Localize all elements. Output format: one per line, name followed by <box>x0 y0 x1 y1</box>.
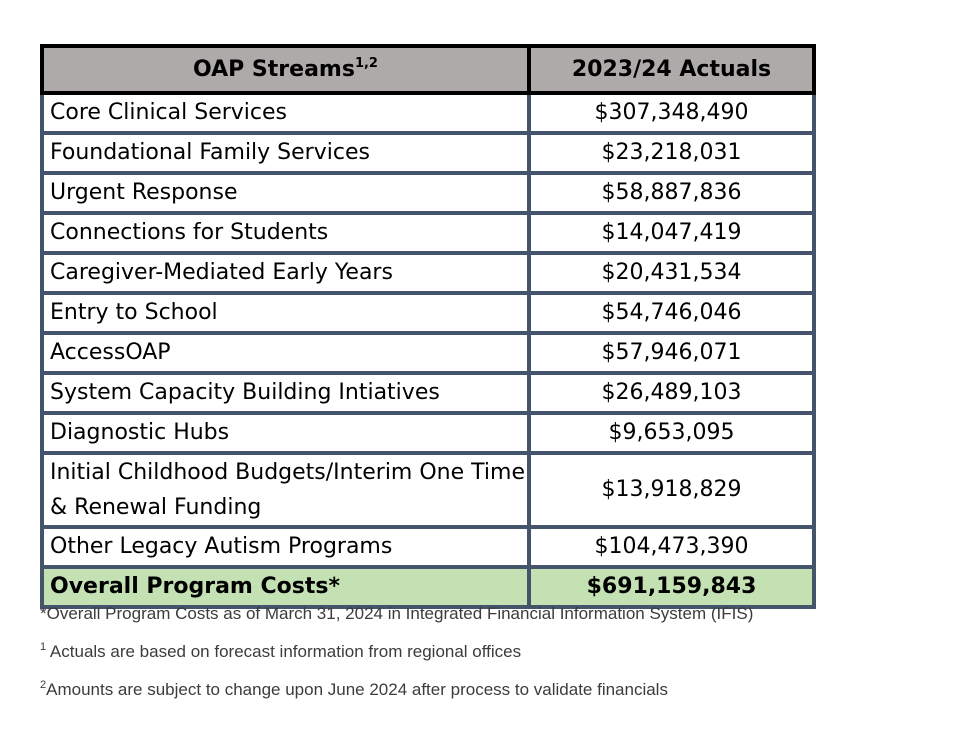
row-label: Connections for Students <box>40 211 531 255</box>
row-value: $23,218,031 <box>527 131 816 175</box>
oap-costs-table: OAP Streams1,2 2023/24 Actuals Core Clin… <box>40 44 816 609</box>
row-label: Entry to School <box>40 291 531 335</box>
footnote-2: 2Amounts are subject to change upon June… <box>40 677 940 703</box>
total-value: $691,159,843 <box>527 565 816 609</box>
oap-costs-table-container: OAP Streams1,2 2023/24 Actuals Core Clin… <box>40 44 816 609</box>
row-value: $26,489,103 <box>527 371 816 415</box>
header-footnote-marks: 1,2 <box>354 55 378 71</box>
table-row: Core Clinical Services $307,348,490 <box>40 91 816 135</box>
table-row: AccessOAP $57,946,071 <box>40 331 816 375</box>
footnote-1: 1 Actuals are based on forecast informat… <box>40 639 940 665</box>
row-label: Urgent Response <box>40 171 531 215</box>
table-row: System Capacity Building Intiatives $26,4… <box>40 371 816 415</box>
total-label: Overall Program Costs* <box>40 565 531 609</box>
table-row: Other Legacy Autism Programs $104,473,390 <box>40 525 816 569</box>
table-row: Entry to School $54,746,046 <box>40 291 816 335</box>
footnote-asterisk: *Overall Program Costs as of March 31, 2… <box>40 604 754 623</box>
table-header-row: OAP Streams1,2 2023/24 Actuals <box>40 44 816 95</box>
row-value: $54,746,046 <box>527 291 816 335</box>
footnote-1-text: Actuals are based on forecast informatio… <box>49 642 522 661</box>
row-label: Caregiver-Mediated Early Years <box>40 251 531 295</box>
row-value: $307,348,490 <box>527 91 816 135</box>
row-value: $14,047,419 <box>527 211 816 255</box>
row-label: System Capacity Building Intiatives <box>40 371 531 415</box>
table-row: Caregiver-Mediated Early Years $20,431,53… <box>40 251 816 295</box>
row-value: $57,946,071 <box>527 331 816 375</box>
row-value: $20,431,534 <box>527 251 816 295</box>
row-value: $13,918,829 <box>527 451 816 529</box>
footnote-2-text: Amounts are subject to change upon June … <box>46 680 668 699</box>
header-oap-streams: OAP Streams1,2 <box>40 44 531 95</box>
table-row: Foundational Family Services $23,218,031 <box>40 131 816 175</box>
table-row: Urgent Response $58,887,836 <box>40 171 816 215</box>
table-row: Connections for Students $14,047,419 <box>40 211 816 255</box>
footnote-1-mark: 1 <box>40 641 47 653</box>
row-value: $9,653,095 <box>527 411 816 455</box>
row-label: Foundational Family Services <box>40 131 531 175</box>
header-actuals: 2023/24 Actuals <box>527 44 816 95</box>
header-oap-streams-label: OAP Streams <box>193 56 355 82</box>
row-label: Core Clinical Services <box>40 91 531 135</box>
total-row: Overall Program Costs* $691,159,843 <box>40 565 816 609</box>
row-label: Diagnostic Hubs <box>40 411 531 455</box>
row-label: Other Legacy Autism Programs <box>40 525 531 569</box>
footnote-2-mark: 2 <box>40 679 47 691</box>
row-label: Initial Childhood Budgets/Interim One Ti… <box>40 451 531 529</box>
table-row: Diagnostic Hubs $9,653,095 <box>40 411 816 455</box>
row-value: $58,887,836 <box>527 171 816 215</box>
row-label: AccessOAP <box>40 331 531 375</box>
table-row: Initial Childhood Budgets/Interim One Ti… <box>40 451 816 529</box>
row-value: $104,473,390 <box>527 525 816 569</box>
footnotes: *Overall Program Costs as of March 31, 2… <box>40 601 940 703</box>
